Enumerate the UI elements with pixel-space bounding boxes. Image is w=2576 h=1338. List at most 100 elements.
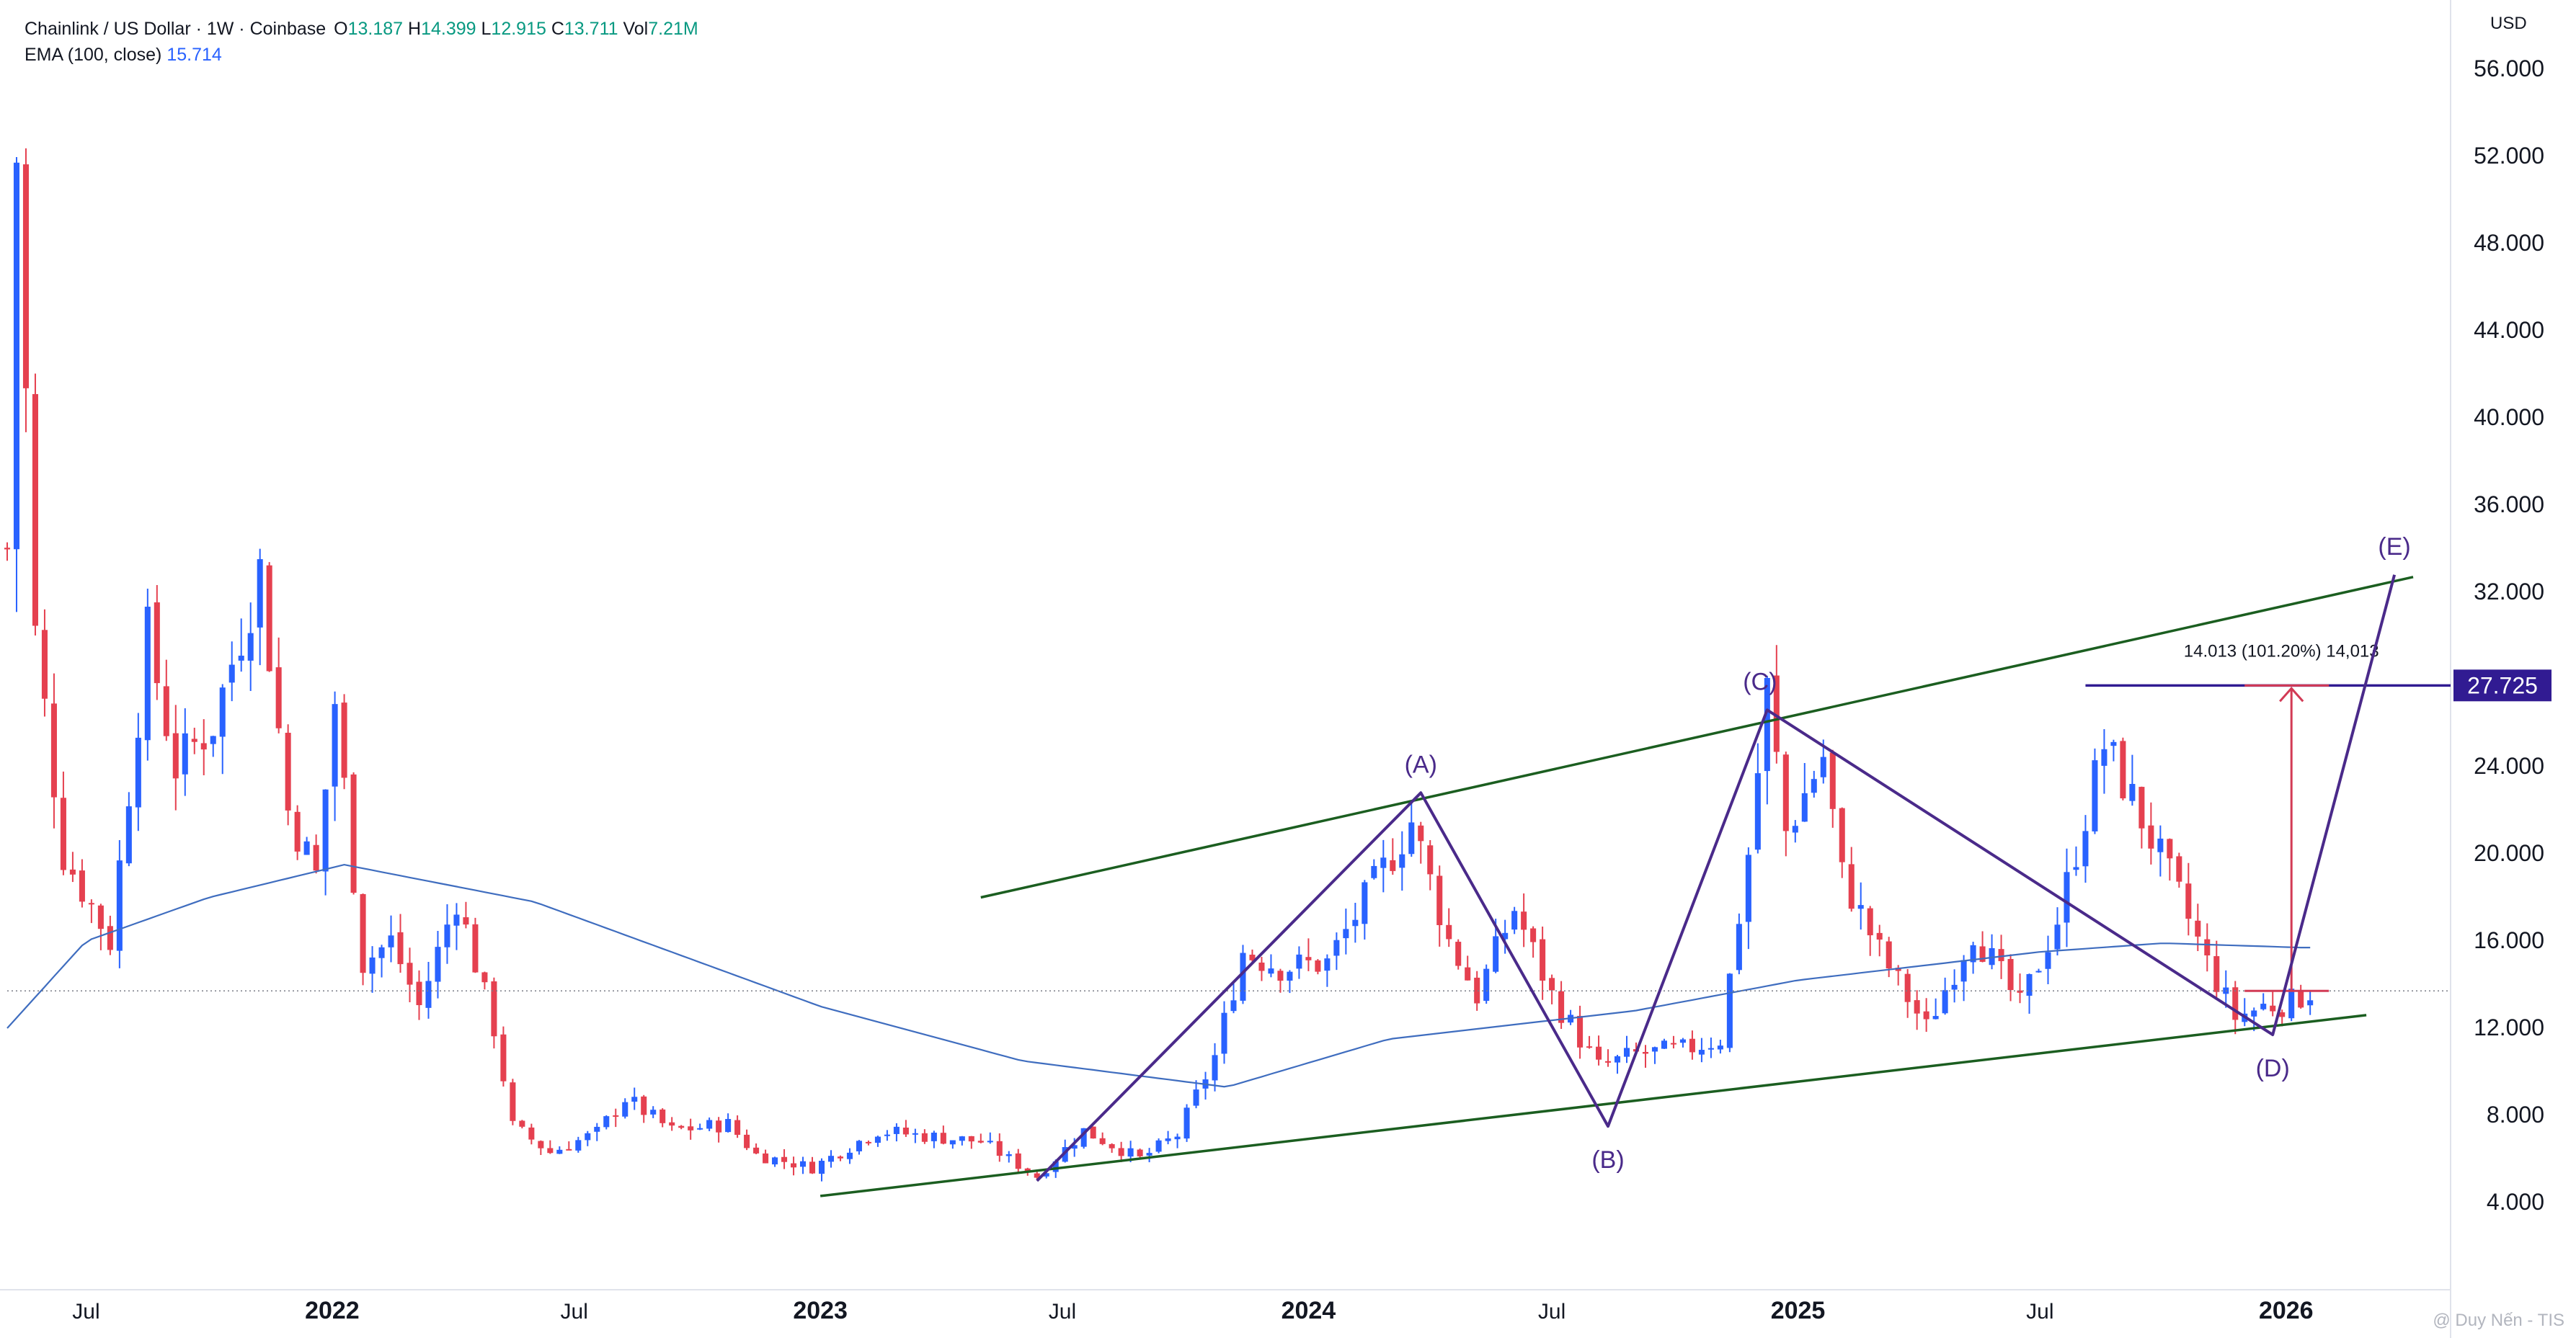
candle-down [1099,1138,1106,1144]
candle-up [1932,1016,1939,1020]
candle-up [856,1141,862,1151]
candle-down [4,548,11,550]
candle-down [285,733,291,811]
candle-up [210,736,216,744]
candle-down [1390,860,1396,871]
candle-up [116,860,123,951]
candle-down [154,602,160,684]
candle-up [827,1156,835,1162]
candle-up [378,947,385,958]
candle-down [968,1136,974,1142]
candle-up [1857,905,1864,909]
y-tick-label: 56.000 [2474,55,2544,81]
candle-up [238,656,244,661]
ema-line [6,863,2311,1088]
candle-down [1689,1038,1695,1053]
candle-up [1820,757,1826,777]
candle-down [1839,808,1845,862]
candle-up [1352,919,1359,927]
candle-down [1455,942,1462,966]
candle-down [659,1109,666,1123]
candle-down [1015,1153,1021,1169]
candle-up [949,1140,956,1145]
y-tick-label: 24.000 [2474,753,2544,779]
candle-down [1465,967,1471,981]
wave-label: (B) [1591,1146,1624,1174]
candle-up [1071,1145,1078,1149]
candle-up [1362,882,1368,924]
candle-down [1670,1043,1676,1045]
candle-up [1942,990,1948,1014]
candle-down [977,1141,984,1143]
candle-up [257,559,263,628]
candle-up [1052,1161,1059,1172]
candle-down [1979,946,1986,962]
candle-up [912,1133,918,1135]
candle-up [1754,773,1761,850]
candle-up [1951,984,1958,990]
candle-up [772,1157,778,1165]
x-tick-label: 2025 [1771,1297,1826,1324]
y-tick-label: 12.000 [2474,1014,2544,1040]
candle-down [1642,1052,1649,1054]
candle-up [1183,1107,1190,1139]
candle-down [1305,957,1312,960]
indicator-row[interactable]: EMA (100, close) 15.714 [25,42,698,68]
candle-down [2007,958,2014,991]
x-tick-label: Jul [2026,1300,2053,1324]
candle-up [1080,1128,1087,1147]
candle-up [1296,954,1302,969]
candle-down [60,798,66,870]
candle-up [144,607,151,741]
candle-down [22,164,30,388]
candle-down [1558,991,1565,1023]
candle-down [2167,839,2173,859]
candle-down [172,733,179,779]
candle-down [688,1126,694,1130]
x-tick-label: 2024 [1282,1297,1336,1324]
candle-up [1801,793,1808,822]
candle-up [959,1136,965,1141]
ema-label: EMA (100, close) [25,45,162,65]
candle-down [837,1156,844,1159]
candle-down [2204,939,2211,955]
candle-up [1989,947,1995,965]
candle-down [566,1149,572,1151]
candle-up [2073,867,2079,870]
candle-down [1427,845,1434,875]
candle-up [1511,911,1518,930]
candle-up [2082,831,2089,867]
candle-down [2270,1005,2276,1012]
wave-path [1036,574,2397,1182]
candle-down [350,774,357,893]
candle-down [902,1127,909,1135]
candle-down [1923,1011,1929,1020]
candle-up [706,1120,713,1129]
candle-up [1240,953,1246,1001]
candle-down [996,1141,1003,1156]
candle-up [369,957,376,974]
low-label: L [481,19,492,39]
symbol-title[interactable]: Chainlink / US Dollar · 1W · Coinbase [25,19,327,39]
candle-down [191,739,197,742]
y-tick-label: 8.000 [2487,1102,2544,1128]
ema-value: 15.714 [166,45,222,65]
candle-down [88,903,94,905]
candle-down [1315,960,1321,972]
candle-down [2195,920,2201,937]
high-value: 14.399 [421,19,476,39]
candles-group [4,148,2314,1182]
candle-up [1268,968,1274,974]
candle-down [2120,741,2126,799]
candle-up [799,1161,807,1167]
y-tick-label: 32.000 [2474,579,2544,605]
candle-up [219,687,226,737]
candle-down [744,1134,750,1149]
candle-up [2288,989,2295,1019]
candle-down [734,1120,741,1136]
candle-down [1277,971,1284,981]
x-tick-label: Jul [561,1300,588,1324]
candle-up [846,1152,853,1159]
